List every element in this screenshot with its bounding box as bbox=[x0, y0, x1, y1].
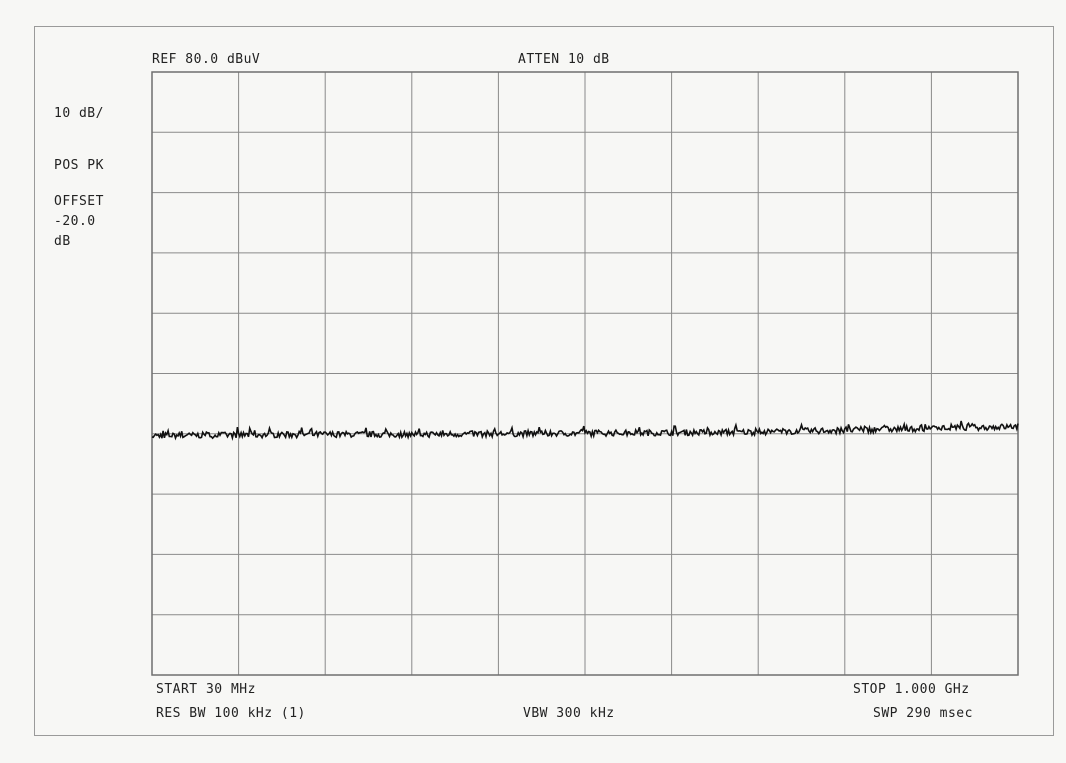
attenuation-label: ATTEN 10 dB bbox=[518, 52, 610, 67]
sweep-time-label: SWP 290 msec bbox=[873, 706, 973, 721]
scale-label: 10 dB/ bbox=[54, 106, 104, 121]
plot-frame bbox=[151, 71, 1019, 676]
detector-label: POS PK bbox=[54, 158, 104, 173]
offset-label: OFFSET bbox=[54, 194, 104, 209]
res-bw-label: RES BW 100 kHz (1) bbox=[156, 706, 306, 721]
plot-grid bbox=[152, 72, 1018, 675]
ref-level-label: REF 80.0 dBuV bbox=[152, 52, 261, 67]
offset-unit: dB bbox=[54, 234, 71, 249]
stop-freq-label: STOP 1.000 GHz bbox=[853, 682, 970, 697]
offset-value: -20.0 bbox=[54, 214, 96, 229]
start-freq-label: START 30 MHz bbox=[156, 682, 256, 697]
vbw-label: VBW 300 kHz bbox=[523, 706, 615, 721]
spectrum-trace bbox=[151, 420, 1019, 442]
printout-border bbox=[34, 26, 1054, 736]
